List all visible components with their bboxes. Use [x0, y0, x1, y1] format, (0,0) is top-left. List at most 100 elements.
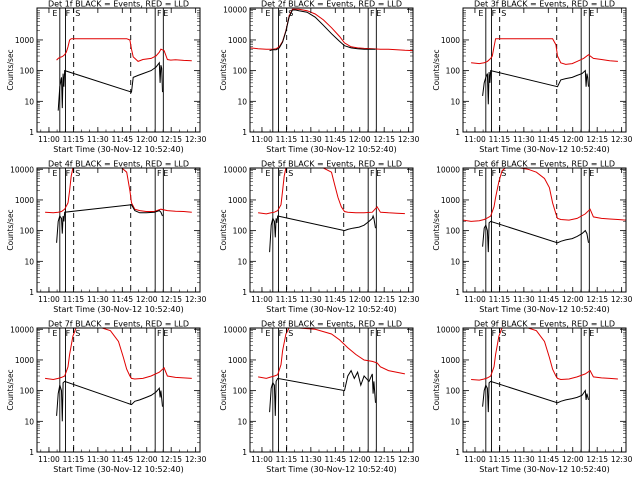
- x-tick-label: 12:30: [611, 135, 633, 144]
- y-tick-label: 10: [450, 257, 460, 266]
- interval-marker-label: S: [501, 9, 506, 18]
- interval-marker-label: E: [163, 329, 168, 338]
- y-tick-label: 10000: [436, 325, 460, 334]
- lld-series-line: [45, 168, 192, 214]
- interval-marker-label: F: [66, 329, 71, 338]
- interval-marker-label: S: [75, 169, 80, 178]
- interval-marker-label: S: [501, 329, 506, 338]
- y-tick-label: 10: [24, 257, 34, 266]
- y-axis-label: Counts/sec: [432, 369, 441, 410]
- interval-marker-label: F: [492, 9, 497, 18]
- x-tick-label: 12:00: [349, 135, 371, 144]
- y-tick-label: 100: [20, 67, 35, 76]
- y-tick-label: 10: [450, 417, 460, 426]
- y-tick-label: 10000: [223, 5, 247, 14]
- panel-title: Det 8f BLACK = Events, RED = LLD: [261, 320, 402, 329]
- plot-frame: [462, 7, 627, 133]
- y-tick-label: 1000: [15, 356, 34, 365]
- interval-marker-label: F: [370, 329, 375, 338]
- y-tick-label: 10000: [10, 325, 34, 334]
- x-tick-label: 11:00: [251, 295, 273, 304]
- interval-marker-label: S: [75, 329, 80, 338]
- x-tick-label: 11:00: [38, 455, 60, 464]
- interval-marker-label: F: [157, 9, 162, 18]
- y-tick-label: 10: [237, 257, 247, 266]
- lld-series-line: [258, 328, 406, 379]
- interval-marker-label: F: [279, 9, 284, 18]
- x-tick-label: 11:30: [87, 295, 109, 304]
- x-axis-label: Start Time (30-Nov-12 10:52:40): [266, 305, 396, 314]
- events-series-line: [56, 380, 163, 422]
- y-axis-label: Counts/sec: [6, 209, 15, 250]
- x-axis-label: Start Time (30-Nov-12 10:52:40): [266, 465, 396, 474]
- interval-marker-label: S: [75, 9, 80, 18]
- x-tick-label: 11:30: [87, 135, 109, 144]
- x-tick-label: 11:45: [111, 455, 133, 464]
- lld-series-line: [56, 38, 192, 62]
- panel-title: Det 2f BLACK = Events, RED = LLD: [261, 0, 402, 9]
- plot-frame: [36, 7, 201, 133]
- plot-frame: [36, 327, 201, 453]
- interval-marker-label: F: [583, 329, 588, 338]
- interval-marker-label: E: [265, 9, 270, 18]
- x-axis-label: Start Time (30-Nov-12 10:52:40): [53, 145, 183, 154]
- y-tick-label: 100: [446, 387, 461, 396]
- y-tick-label: 1000: [228, 356, 247, 365]
- x-tick-label: 11:15: [63, 135, 85, 144]
- x-axis-label: Start Time (30-Nov-12 10:52:40): [479, 145, 609, 154]
- x-axis-label: Start Time (30-Nov-12 10:52:40): [479, 465, 609, 474]
- y-tick-label: 100: [233, 387, 248, 396]
- y-tick-label: 100: [20, 387, 35, 396]
- lld-series-line: [471, 38, 618, 65]
- y-tick-label: 100: [233, 227, 248, 236]
- x-tick-label: 12:15: [160, 455, 182, 464]
- interval-marker-label: F: [370, 9, 375, 18]
- x-tick-label: 12:30: [611, 295, 633, 304]
- x-tick-label: 12:15: [586, 295, 608, 304]
- x-tick-label: 12:00: [136, 455, 158, 464]
- x-tick-label: 11:15: [63, 455, 85, 464]
- lld-series-line: [471, 328, 618, 381]
- x-tick-label: 11:00: [464, 135, 486, 144]
- x-axis-label: Start Time (30-Nov-12 10:52:40): [53, 305, 183, 314]
- panel-title: Det 7f BLACK = Events, RED = LLD: [48, 320, 189, 329]
- y-tick-label: 1: [29, 128, 34, 137]
- x-tick-label: 11:45: [111, 295, 133, 304]
- x-tick-label: 12:00: [562, 295, 584, 304]
- x-tick-label: 11:15: [489, 295, 511, 304]
- lld-series-line: [45, 328, 192, 381]
- x-axis-label: Start Time (30-Nov-12 10:52:40): [479, 305, 609, 314]
- y-tick-label: 100: [446, 227, 461, 236]
- interval-marker-label: E: [163, 9, 168, 18]
- x-tick-label: 11:45: [324, 295, 346, 304]
- interval-marker-label: F: [583, 9, 588, 18]
- panel-title: Det 5f BLACK = Events, RED = LLD: [261, 160, 402, 169]
- interval-marker-label: E: [265, 329, 270, 338]
- y-tick-label: 10: [237, 97, 247, 106]
- x-tick-label: 11:30: [300, 455, 322, 464]
- y-tick-label: 1: [242, 128, 247, 137]
- events-series-line: [269, 9, 376, 52]
- interval-marker-label: F: [66, 169, 71, 178]
- y-tick-label: 10: [450, 97, 460, 106]
- interval-marker-label: E: [52, 169, 57, 178]
- x-tick-label: 11:00: [251, 135, 273, 144]
- y-tick-label: 10: [24, 417, 34, 426]
- y-axis-label: Counts/sec: [6, 49, 15, 90]
- y-tick-label: 100: [20, 227, 35, 236]
- x-tick-label: 11:30: [513, 135, 535, 144]
- panel-title: Det 3f BLACK = Events, RED = LLD: [474, 0, 615, 9]
- y-tick-label: 10000: [436, 165, 460, 174]
- y-axis-label: Counts/sec: [219, 49, 228, 90]
- x-tick-label: 12:00: [136, 295, 158, 304]
- x-tick-label: 11:15: [63, 295, 85, 304]
- x-tick-label: 12:00: [349, 455, 371, 464]
- panel-title: Det 4f BLACK = Events, RED = LLD: [48, 160, 189, 169]
- lld-series-line: [258, 168, 405, 215]
- x-tick-label: 12:00: [562, 135, 584, 144]
